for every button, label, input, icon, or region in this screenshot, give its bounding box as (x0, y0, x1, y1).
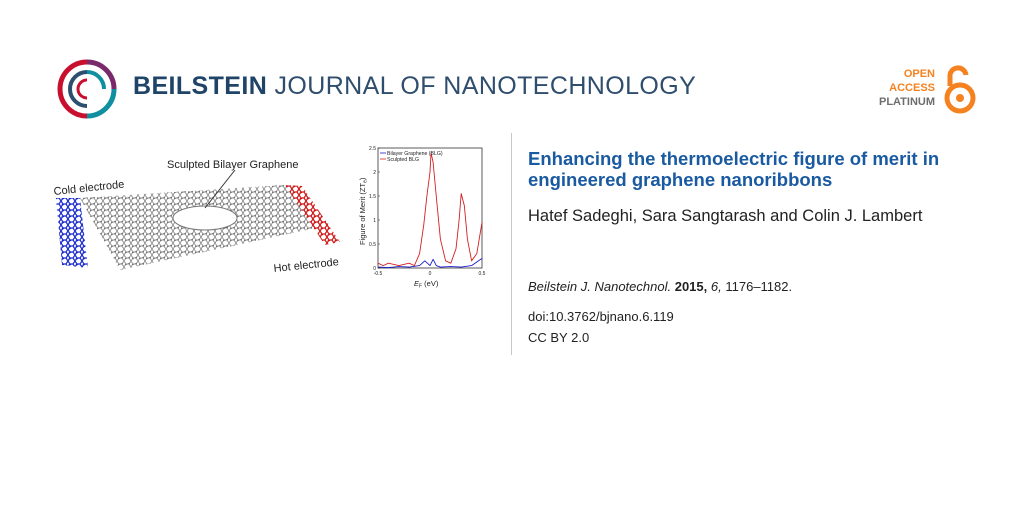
x-axis-ticks: -0.5 0 0.5 (374, 271, 486, 277)
legend-entry-blg: Bilayer Graphene (BLG) (387, 151, 443, 157)
legend-entry-sculpted: Sculpted BLG (387, 157, 419, 163)
label-hot-electrode: Hot electrode (273, 256, 339, 275)
open-access-line2: ACCESS (889, 82, 935, 94)
citation-pages: 1176–1182. (725, 279, 793, 294)
citation: Beilstein J. Nanotechnol. 2015, 6, 1176–… (528, 279, 792, 294)
journal-name[interactable]: BEILSTEIN JOURNAL OF NANOTECHNOLOGY (133, 72, 696, 101)
cold-electrode-region (56, 198, 88, 268)
y-tick-label: 0 (373, 266, 376, 272)
y-tick-label: 0.5 (369, 242, 376, 248)
vertical-divider (511, 133, 512, 355)
x-axis-label: EF (eV) (414, 279, 439, 290)
label-sculpted: Sculpted Bilayer Graphene (167, 159, 298, 171)
journal-name-rest: JOURNAL OF NANOTECHNOLOGY (267, 72, 697, 100)
y-tick-label: 1.5 (369, 194, 376, 200)
open-access-line3: PLATINUM (878, 96, 935, 108)
open-lock-icon (944, 65, 976, 114)
citation-journal: Beilstein J. Nanotechnol. (528, 279, 672, 294)
legend: Bilayer Graphene (BLG) Sculpted BLG (380, 151, 443, 163)
y-tick-label: 2 (373, 170, 376, 176)
series-line-sculpted-blg (377, 152, 483, 267)
graphene-illustration: Sculpted Bilayer Graphene Cold electrode… (53, 159, 340, 275)
series-line-blg (377, 258, 483, 268)
article-authors: Hatef Sadeghi, Sara Sangtarash and Colin… (528, 207, 923, 225)
sculpted-hole (172, 205, 238, 231)
label-cold-electrode: Cold electrode (53, 179, 125, 198)
x-tick-label: 0 (429, 271, 432, 277)
journal-logo-icon (57, 59, 117, 119)
license[interactable]: CC BY 2.0 (528, 330, 590, 345)
y-tick-label: 1 (373, 218, 376, 224)
journal-name-bold: BEILSTEIN (133, 72, 268, 100)
series-lines (377, 152, 483, 268)
article-title[interactable]: Enhancing the thermoelectric figure of m… (528, 148, 940, 190)
open-access-badge: OPEN ACCESS PLATINUM (870, 64, 980, 114)
y-axis-label: Figure of Merit (ZTe) (358, 177, 369, 245)
citation-volume: 6, (710, 279, 722, 294)
figure-of-merit-chart: 00.511.522.5 -0.5 0 0.5 Bilayer Graphene (… (358, 146, 486, 290)
doi-link[interactable]: doi:10.3762/bjnano.6.119 (528, 309, 674, 324)
x-tick-label: 0.5 (479, 271, 486, 277)
label-pointer-line (204, 169, 236, 209)
journal-header: BEILSTEIN JOURNAL OF NANOTECHNOLOGY OPEN… (0, 0, 1024, 120)
x-tick-label: -0.5 (374, 271, 383, 277)
open-access-line1: OPEN (903, 68, 935, 80)
y-tick-label: 2.5 (369, 146, 376, 152)
hot-electrode-region (285, 185, 340, 245)
y-axis-ticks: 0 0.5 1 1.5 2 2.5 (369, 146, 380, 272)
citation-year: 2015, (674, 279, 708, 294)
